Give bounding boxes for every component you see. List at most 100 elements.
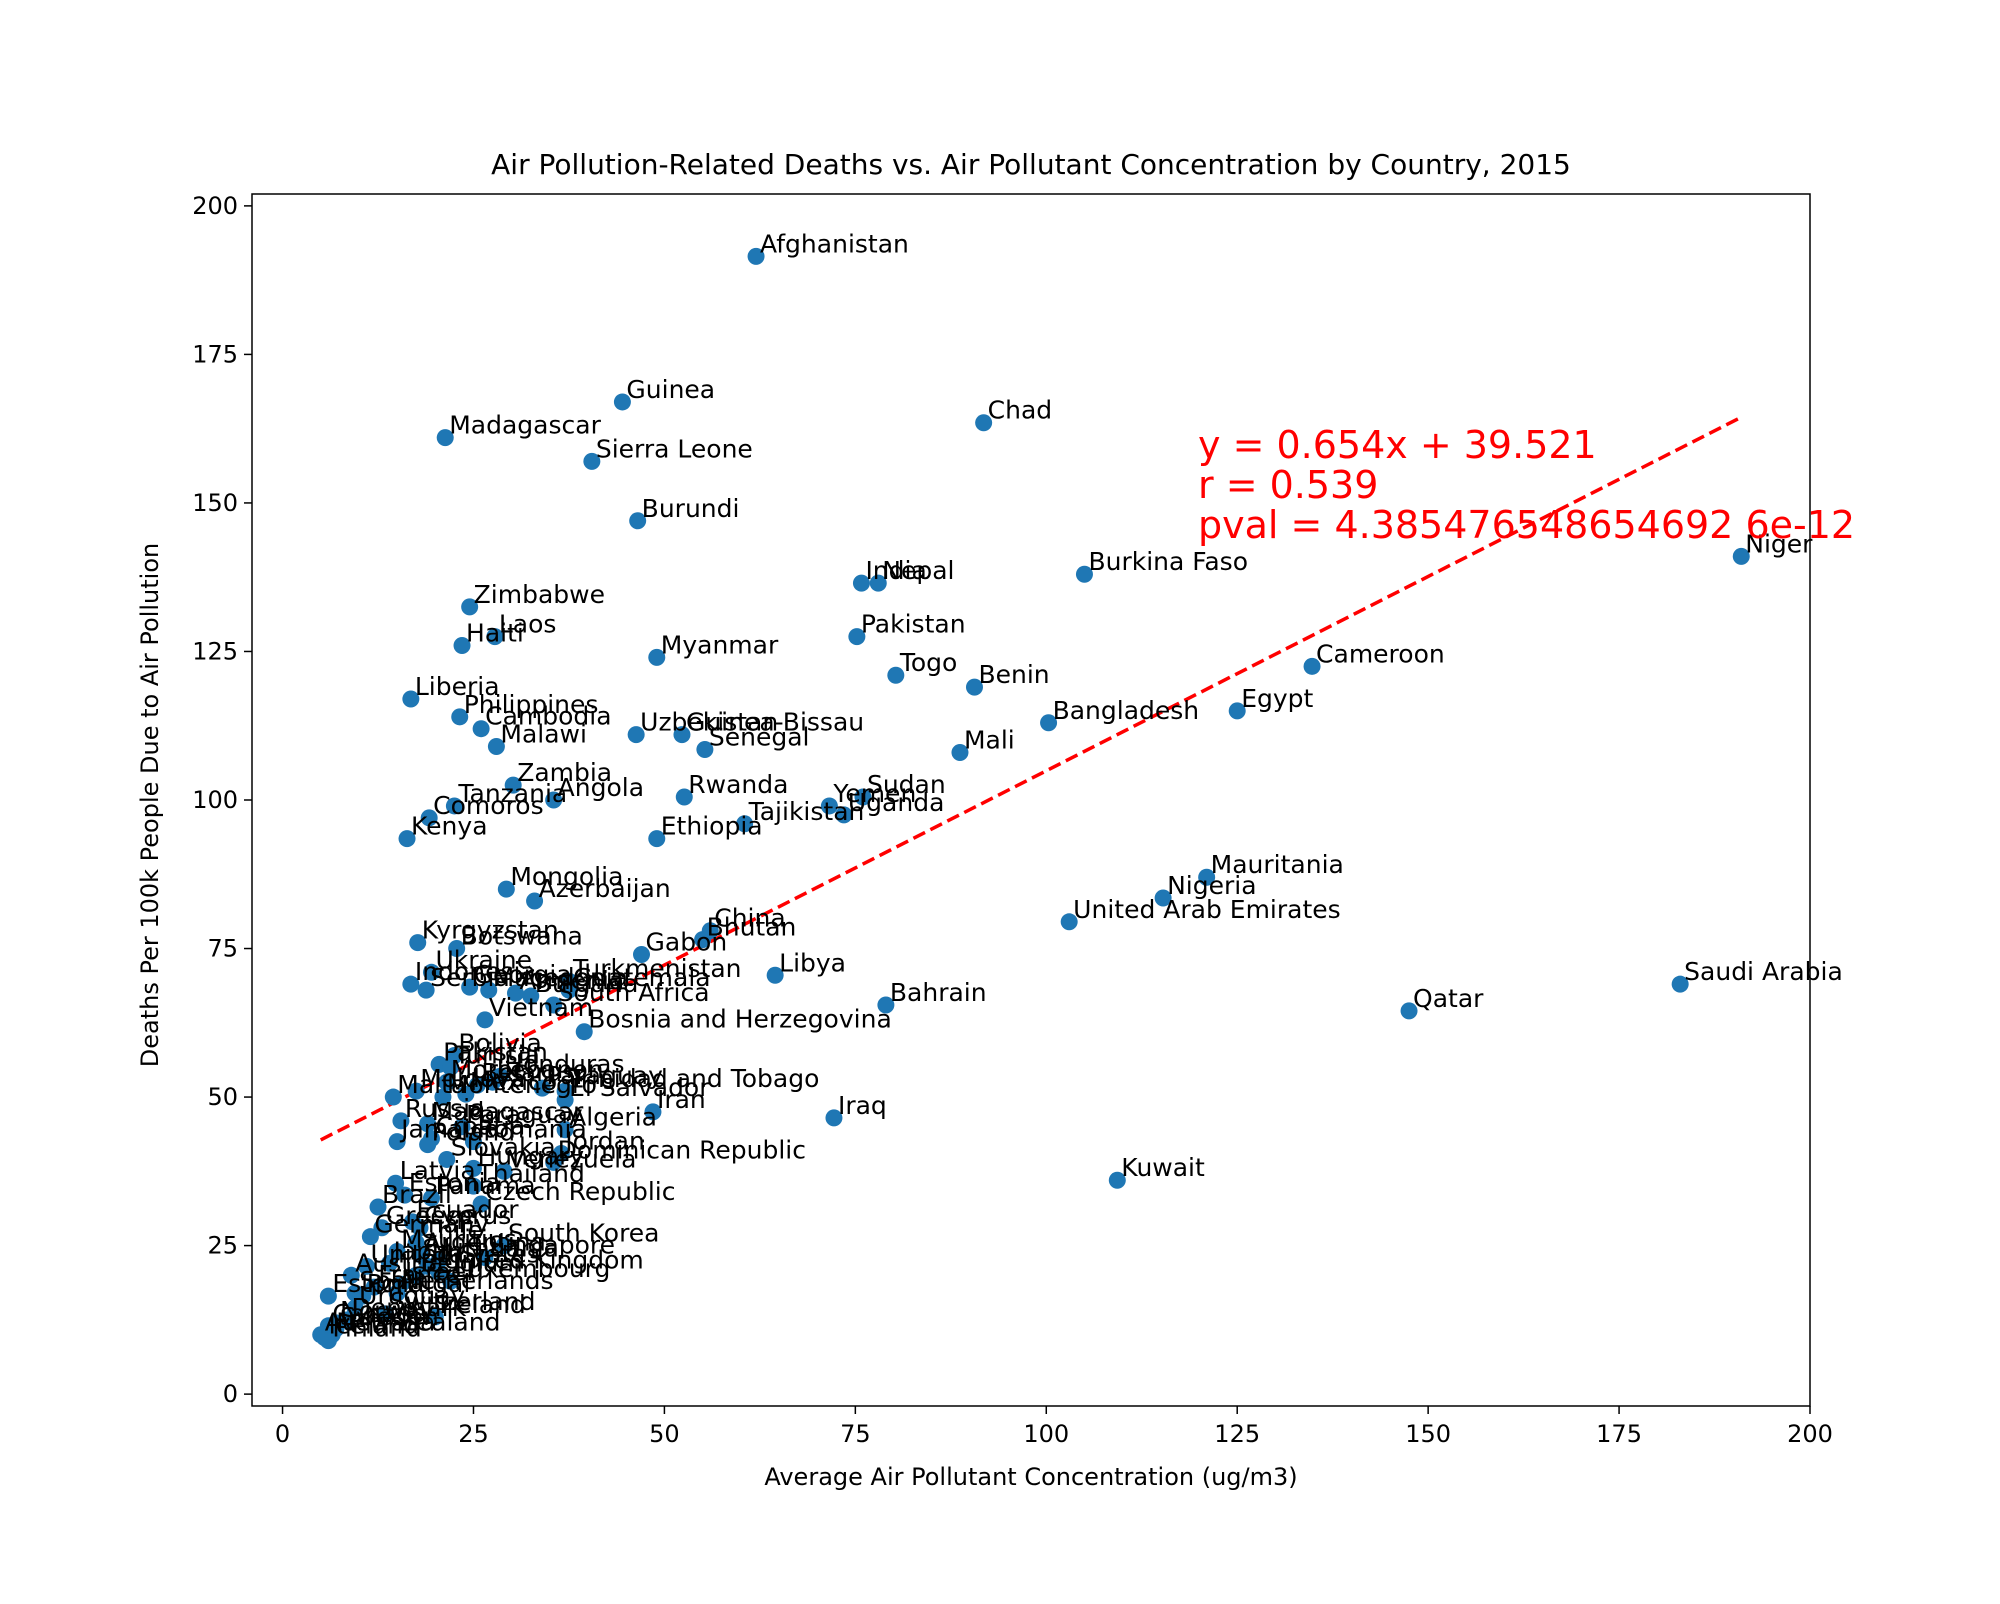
data-point: [392, 1112, 410, 1130]
x-tick-label: 175: [1596, 1420, 1642, 1448]
point-label: Nepal: [882, 556, 954, 585]
point-label: Montenegro: [447, 1070, 597, 1099]
data-point: [497, 880, 515, 898]
data-point: [388, 1284, 406, 1302]
point-label: Ireland: [439, 1290, 525, 1319]
chart-title: Air Pollution-Related Deaths vs. Air Pol…: [491, 148, 1571, 181]
point-label: Estonia: [409, 1168, 501, 1197]
point-label: Vietnam: [489, 993, 593, 1022]
point-label: France: [378, 1260, 461, 1289]
point-label: Iraq: [838, 1091, 887, 1120]
point-label: Egypt: [1241, 684, 1313, 713]
point-label: Tajikistan: [748, 797, 865, 826]
data-point: [545, 1153, 563, 1171]
point-label: Spain: [359, 1266, 429, 1295]
point-label: Burkina Faso: [1088, 547, 1248, 576]
point-label: Sierra Leone: [596, 434, 753, 463]
y-tick-label: 150: [192, 489, 238, 517]
point-label: Pakistan: [861, 610, 966, 639]
data-point: [387, 1174, 405, 1192]
point-label: Benin: [978, 660, 1049, 689]
point-label: Hungary: [477, 1141, 584, 1170]
point-label: Bangladesh: [1053, 696, 1200, 725]
point-label: Libya: [779, 948, 846, 977]
data-point: [965, 678, 983, 696]
point-label: Qatar: [1413, 984, 1484, 1013]
point-label: Burundi: [642, 494, 740, 523]
data-point: [675, 788, 693, 806]
x-axis-label: Average Air Pollutant Concentration (ug/…: [764, 1463, 1297, 1491]
data-point: [583, 452, 601, 470]
data-point: [358, 1257, 376, 1275]
point-label: Kuwait: [1121, 1153, 1205, 1182]
point-label: Romania: [477, 1115, 586, 1144]
point-label: Niger: [1745, 529, 1813, 558]
data-point: [411, 1219, 429, 1237]
point-label: Panama: [435, 1171, 535, 1200]
data-point: [476, 1248, 494, 1266]
point-label: Belgium: [420, 1248, 523, 1277]
point-label: Paraguay: [546, 1061, 663, 1090]
data-point: [377, 1305, 395, 1323]
x-tick-label: 125: [1214, 1420, 1260, 1448]
point-label: Croatia: [435, 1112, 525, 1141]
point-label: Bahrain: [890, 978, 987, 1007]
point-label: Portugal: [367, 1269, 471, 1298]
data-point: [442, 1058, 460, 1076]
data-point: [365, 1278, 383, 1296]
y-tick-label: 125: [192, 637, 238, 665]
point-label: Tunisia: [454, 1040, 540, 1069]
point-label: Bhutan: [707, 913, 797, 942]
data-point: [369, 1198, 387, 1216]
data-point: [495, 1237, 513, 1255]
data-point: [747, 247, 765, 265]
point-label: Slovakia: [451, 1132, 556, 1161]
point-label: Brazil: [382, 1180, 452, 1209]
point-label: Bolivia: [458, 1028, 541, 1057]
data-point: [398, 830, 416, 848]
data-point: [434, 1088, 452, 1106]
point-label: Ecuador: [416, 1195, 519, 1224]
data-point: [694, 931, 712, 949]
data-point: [1228, 702, 1246, 720]
data-point: [877, 996, 895, 1014]
data-point: [848, 628, 866, 646]
data-point: [852, 574, 870, 592]
data-point: [648, 830, 666, 848]
point-label: Turkmenistan: [572, 954, 742, 983]
data-point: [464, 1133, 482, 1151]
point-label: Thailand: [476, 1159, 584, 1188]
point-label: Pakistan: [443, 1037, 548, 1066]
data-point: [854, 788, 872, 806]
point-label: Lebanon: [497, 1055, 604, 1084]
y-tick-label: 0: [223, 1380, 238, 1408]
point-label: Canada: [332, 1299, 427, 1328]
y-tick-label: 25: [207, 1232, 238, 1260]
regression-equation: y = 0.654x + 39.521: [1198, 423, 1597, 467]
data-point: [545, 791, 563, 809]
point-label: Cameroon: [1316, 639, 1445, 668]
point-label: Norway: [340, 1296, 435, 1325]
data-point: [438, 1073, 456, 1091]
data-point: [696, 741, 714, 758]
data-point: [426, 1308, 444, 1326]
point-label: Tanzania: [457, 779, 567, 808]
point-label: Comoros: [433, 791, 543, 820]
point-label: Afghanistan: [760, 229, 909, 258]
data-point: [396, 1186, 414, 1204]
point-label: Uzbekistan: [640, 708, 778, 737]
data-point: [613, 393, 631, 411]
point-label: Serbia: [430, 963, 510, 992]
data-point: [417, 981, 435, 999]
point-label: El Salvador: [569, 1073, 710, 1102]
point-label: South Korea: [508, 1219, 659, 1248]
point-label: Madagascar: [449, 411, 601, 440]
point-label: Zambia: [517, 758, 612, 787]
data-point: [407, 1266, 425, 1284]
point-label: India: [865, 556, 926, 585]
data-point: [575, 1023, 593, 1041]
point-label: Paraguay: [466, 1100, 583, 1129]
data-point: [627, 726, 645, 744]
point-label: Iceland: [329, 1311, 419, 1340]
